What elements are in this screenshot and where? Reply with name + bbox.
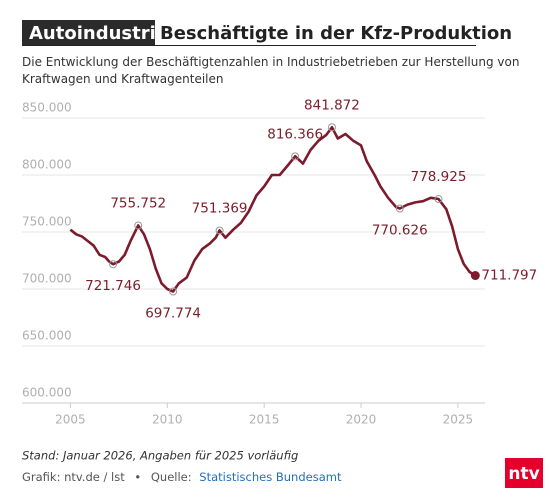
logo: ntv	[508, 464, 539, 484]
source-link[interactable]: Statistisches Bundesamt	[199, 470, 342, 484]
annotation-label: 751.369	[192, 200, 248, 216]
y-tick-label: 750.000	[22, 215, 72, 229]
y-tick-label: 850.000	[22, 101, 72, 115]
chart-title: Beschäftigte in der Kfz-Produktion	[160, 23, 512, 44]
annotation-label: 841.872	[304, 97, 360, 113]
annotation-label: 755.752	[110, 195, 166, 211]
logo-box	[505, 458, 543, 488]
annotation-point	[395, 204, 404, 213]
annotation-point	[134, 221, 143, 230]
x-tick-label: 2020	[346, 413, 377, 427]
x-tick-label: 2010	[152, 413, 183, 427]
annotation-point	[215, 226, 224, 235]
annotation-point	[434, 195, 443, 204]
x-tick-label: 2025	[443, 413, 474, 427]
annotation-point	[470, 271, 480, 281]
footer: Grafik: ntv.de / lst • Quelle: Statistis…	[22, 470, 342, 484]
title-tag-box	[22, 20, 155, 46]
annotation-label: 770.626	[372, 222, 428, 238]
note: Stand: Januar 2026, Angaben für 2025 vor…	[22, 449, 298, 463]
annotation-label: 711.797	[481, 268, 537, 284]
annotation-label: 697.774	[145, 306, 201, 322]
y-tick-label: 600.000	[22, 386, 72, 400]
annotation-point	[291, 152, 300, 161]
source-label: Quelle:	[151, 470, 192, 484]
annotation-label: 721.746	[85, 278, 141, 294]
subtitle-box: Die Entwicklung der Beschäftigtenzahlen …	[22, 55, 520, 86]
y-tick-label: 650.000	[22, 329, 72, 343]
x-tick-label: 2015	[249, 413, 280, 427]
x-tick-label: 2005	[55, 413, 86, 427]
annotation-point	[327, 123, 336, 132]
credit: Grafik: ntv.de / lst	[22, 470, 125, 484]
annotation-point	[169, 287, 178, 296]
y-tick-label: 700.000	[22, 272, 72, 286]
subtitle: Die Entwicklung der Beschäftigtenzahlen …	[22, 55, 520, 86]
title-tag: Autoindustrie	[29, 23, 168, 44]
separator: •	[134, 470, 141, 484]
line-series	[69, 126, 476, 293]
annotation-label: 778.925	[411, 169, 467, 185]
y-tick-label: 800.000	[22, 158, 72, 172]
annotation-point	[109, 260, 118, 269]
annotation-label: 816.366	[267, 126, 323, 142]
